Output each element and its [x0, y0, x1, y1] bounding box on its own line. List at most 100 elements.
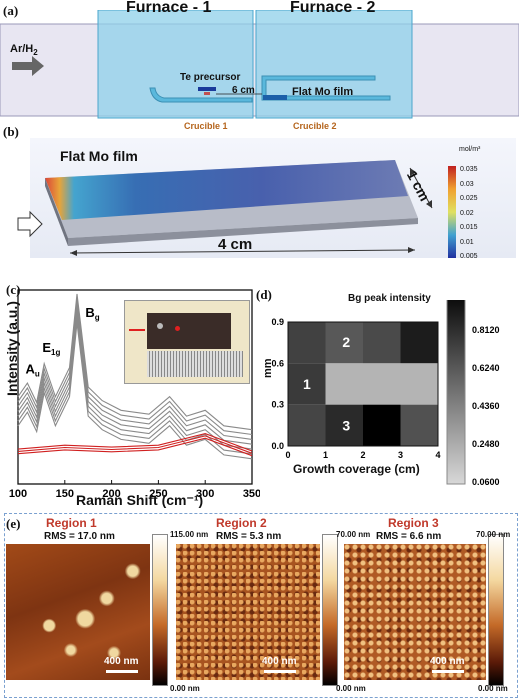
heatmap-region-label: 1 — [303, 376, 311, 392]
heatmap-cell — [363, 322, 401, 364]
raman-peak-label: E1g — [42, 340, 60, 357]
region-3-afm-image — [344, 544, 486, 680]
heatmap-xtick-label: 3 — [398, 450, 403, 460]
raman-xtick-label: 350 — [243, 488, 260, 500]
colorbar-tick-label: 0.03 — [460, 180, 474, 188]
mo-film-block — [263, 95, 287, 100]
heatmap-colorbar-tick: 0.2480 — [472, 439, 500, 449]
panel-b-label: (b) — [3, 124, 19, 139]
sample-photo-inset — [124, 300, 250, 384]
raman-red-spectrum — [17, 433, 253, 452]
raman-grey-spectrum — [17, 303, 253, 440]
region-1-scale-label: 400 nm — [104, 656, 139, 667]
te-precursor-block — [198, 87, 216, 91]
region-3-scalebar — [432, 670, 464, 673]
heatmap-chart: 123012340.00.30.60.91.0000.81200.62400.4… — [271, 300, 500, 487]
colorbar-tick-label: 0.01 — [460, 238, 474, 246]
region-1-title: Region 1 — [46, 516, 97, 530]
region-1-afm-image — [6, 544, 150, 680]
region-3-scale-label: 400 nm — [430, 656, 465, 667]
region-2-afm-image — [176, 544, 320, 680]
heatmap-colorbar — [446, 300, 466, 485]
region-3-max: 70.00 nm — [476, 530, 511, 539]
furnace-1-label: Furnace - 1 — [126, 0, 212, 16]
raman-grey-spectrum — [17, 322, 253, 460]
region-1-scalebar — [106, 670, 138, 673]
crucible-1-label: Crucible 1 — [184, 121, 228, 131]
raman-peak-label: Bg — [85, 305, 99, 322]
heatmap-xtick-label: 0 — [285, 450, 290, 460]
heatmap-cell — [325, 322, 363, 364]
raman-grey-spectrum — [17, 318, 253, 455]
colorbar-tick-label: 0.035 — [460, 166, 478, 173]
raman-grey-spectrum — [17, 313, 253, 450]
heatmap-ytick-label: 0.0 — [271, 441, 284, 451]
afm-panel-frame — [4, 513, 518, 698]
raman-xlabel: Raman Shift (cm⁻¹) — [76, 492, 204, 508]
colorbar-unit: mol/m³ — [459, 146, 481, 153]
heatmap-region-label: 3 — [342, 417, 350, 433]
te-precursor-label: Te precursor — [180, 72, 241, 83]
raman-xtick-label: 250 — [149, 488, 167, 500]
heatmap-cell — [400, 322, 438, 364]
heatmap-ytick-label: 0.9 — [271, 317, 284, 327]
heatmap-cell — [288, 363, 326, 405]
red-arrow — [129, 329, 145, 331]
heatmap-colorbar-tick: 0.6240 — [472, 363, 500, 373]
colorbar-tick-label: 0.025 — [460, 195, 478, 202]
length-dimension-label: 4 cm — [218, 236, 253, 253]
heatmap-region-label: 2 — [342, 334, 350, 350]
region-3-rms: RMS = 6.6 nm — [376, 531, 442, 542]
raman-grey-spectrum — [17, 298, 253, 436]
colorbar-tick-label: 0.005 — [460, 253, 478, 260]
raman-axes-frame — [17, 289, 253, 485]
raman-xtick-label: 150 — [56, 488, 74, 500]
raman-red-spectrum — [17, 435, 253, 454]
grey-marker-dot — [157, 323, 163, 329]
furnace-diagram — [0, 10, 519, 119]
heatmap-cell — [325, 363, 363, 405]
heatmap-title: Bg peak intensity — [348, 293, 431, 304]
panel-c-label: (c) — [6, 282, 21, 297]
heatmap-colorbar-tick: 0.4360 — [472, 401, 500, 411]
red-marker-dot — [175, 326, 180, 331]
heatmap-cell — [288, 404, 326, 446]
furnace-2-label: Furnace - 2 — [290, 0, 376, 16]
heatmap-cell — [325, 404, 363, 446]
ruler — [147, 351, 243, 377]
raman-ylabel: Intensity (a.u.) — [4, 301, 20, 396]
crucible-2-label: Crucible 2 — [293, 121, 337, 131]
colorbar-tick-label: 0.015 — [460, 224, 478, 231]
gas-arrow — [12, 56, 44, 76]
mo-film-label: Flat Mo film — [292, 86, 354, 98]
region-2-min: 0.00 nm — [336, 684, 366, 693]
panel-d-label: (d) — [256, 287, 272, 302]
heatmap-xtick-label: 4 — [435, 450, 440, 460]
heatmap-colorbar-tick: 0.8120 — [472, 325, 500, 335]
region-1-colorbar — [152, 534, 168, 686]
gas-label: Ar/H — [10, 43, 34, 55]
region-2-scalebar — [264, 670, 296, 673]
crucible-1-shape — [149, 87, 253, 103]
region-2-title: Region 2 — [216, 516, 267, 530]
heatmap-xtick-label: 1 — [323, 450, 328, 460]
heatmap-xlabel: Growth coverage (cm) — [293, 462, 420, 476]
region-1-min: 0.00 nm — [170, 684, 200, 693]
gas-subscript: 2 — [33, 48, 38, 58]
furnace-2-box — [255, 10, 413, 119]
heatmap-cell — [400, 363, 438, 405]
region-1-rms: RMS = 17.0 nm — [44, 531, 115, 542]
simulation-title: Flat Mo film — [60, 148, 138, 164]
flux-simulation — [17, 160, 456, 258]
region-3-title: Region 3 — [388, 516, 439, 530]
heatmap-cell — [400, 404, 438, 446]
region-2-scale-label: 400 nm — [262, 656, 297, 667]
raman-xtick-label: 300 — [196, 488, 214, 500]
panel-e-label: (e) — [6, 516, 21, 531]
heatmap-ytick-label: 0.3 — [271, 400, 284, 410]
raman-grey-spectrum — [17, 308, 253, 445]
region-3-colorbar — [488, 534, 504, 686]
panel-a-label: (a) — [3, 3, 19, 18]
raman-red-spectrum — [17, 437, 253, 457]
